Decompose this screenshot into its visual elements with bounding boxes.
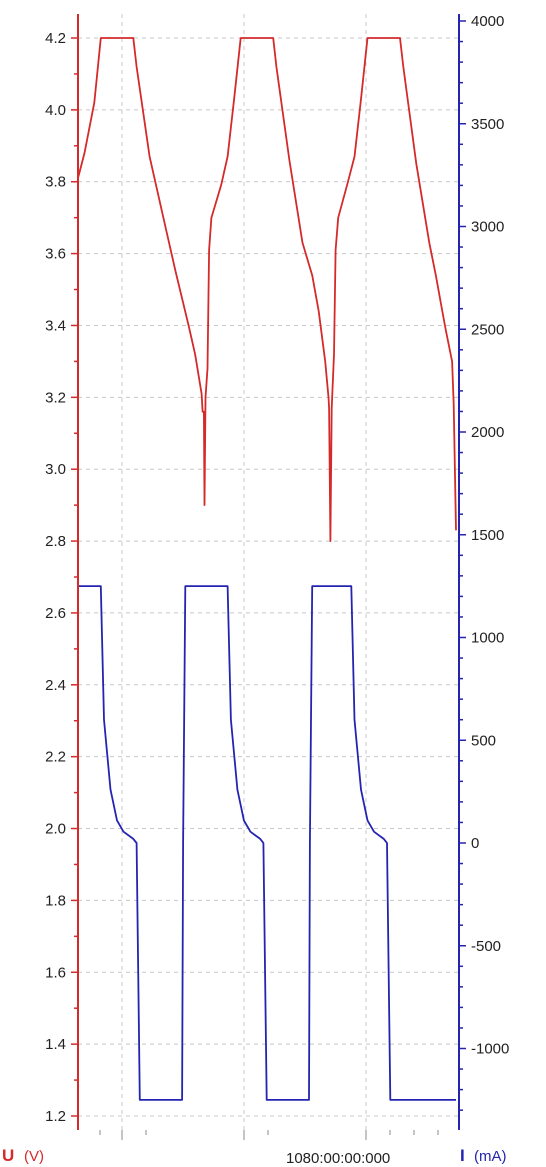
right-axis-unit: (mA) (474, 1148, 507, 1165)
right-tick-label: -500 (471, 938, 501, 955)
right-axis-label: I (460, 1146, 465, 1165)
right-tick-label: 1000 (471, 630, 504, 647)
left-tick-label: 1.4 (45, 1036, 66, 1053)
left-tick-label: 4.0 (45, 102, 66, 119)
x-axis-ticks (99, 1130, 439, 1140)
right-tick-label: 1500 (471, 527, 504, 544)
left-tick-label: 3.8 (45, 174, 66, 191)
right-tick-label: 3500 (471, 116, 504, 133)
current-series-line (78, 585, 456, 1101)
series-layer (77, 37, 457, 1101)
axes-layer: 4.2 4.0 3.8 3.6 3.4 3.2 3.0 2.8 2.6 2.4 2.2 2.0 1.8 1… (45, 13, 509, 1140)
grid-lines (78, 14, 459, 1130)
right-tick-label: -1000 (471, 1041, 509, 1058)
left-axis-title: U (V) (2, 1146, 44, 1165)
right-tick-label: 2000 (471, 424, 504, 441)
left-tick-label: 3.6 (45, 246, 66, 263)
left-tick-label: 4.2 (45, 30, 66, 47)
x-axis-label: 1080:00:00:000 (286, 1150, 390, 1167)
left-axis-label: U (2, 1146, 14, 1165)
left-axis-unit: (V) (24, 1148, 44, 1165)
right-axis-title: I (mA) (460, 1146, 507, 1165)
left-tick-label: 2.0 (45, 821, 66, 838)
left-tick-label: 1.2 (45, 1108, 66, 1125)
left-axis-ticks: 4.2 4.0 3.8 3.6 3.4 3.2 3.0 2.8 2.6 2.4 2.2 2.0 1.8 1… (45, 30, 78, 1125)
left-tick-label: 3.4 (45, 317, 66, 334)
right-axis-ticks: 4000 3500 3000 2500 2000 1500 1000 500 0 -500 -100… (459, 13, 509, 1111)
left-tick-label: 3.2 (45, 389, 66, 406)
left-tick-label: 1.6 (45, 964, 66, 981)
left-tick-label: 2.8 (45, 533, 66, 550)
left-tick-label: 2.6 (45, 605, 66, 622)
left-tick-label: 3.0 (45, 461, 66, 478)
right-tick-label: 2500 (471, 321, 504, 338)
right-tick-label: 500 (471, 732, 496, 749)
left-tick-label: 2.2 (45, 749, 66, 766)
voltage-series-line (77, 37, 457, 542)
right-tick-label: 3000 (471, 219, 504, 236)
right-tick-label: 0 (471, 835, 479, 852)
left-tick-label: 1.8 (45, 892, 66, 909)
right-tick-label: 4000 (471, 13, 504, 30)
left-tick-label: 2.4 (45, 677, 66, 694)
